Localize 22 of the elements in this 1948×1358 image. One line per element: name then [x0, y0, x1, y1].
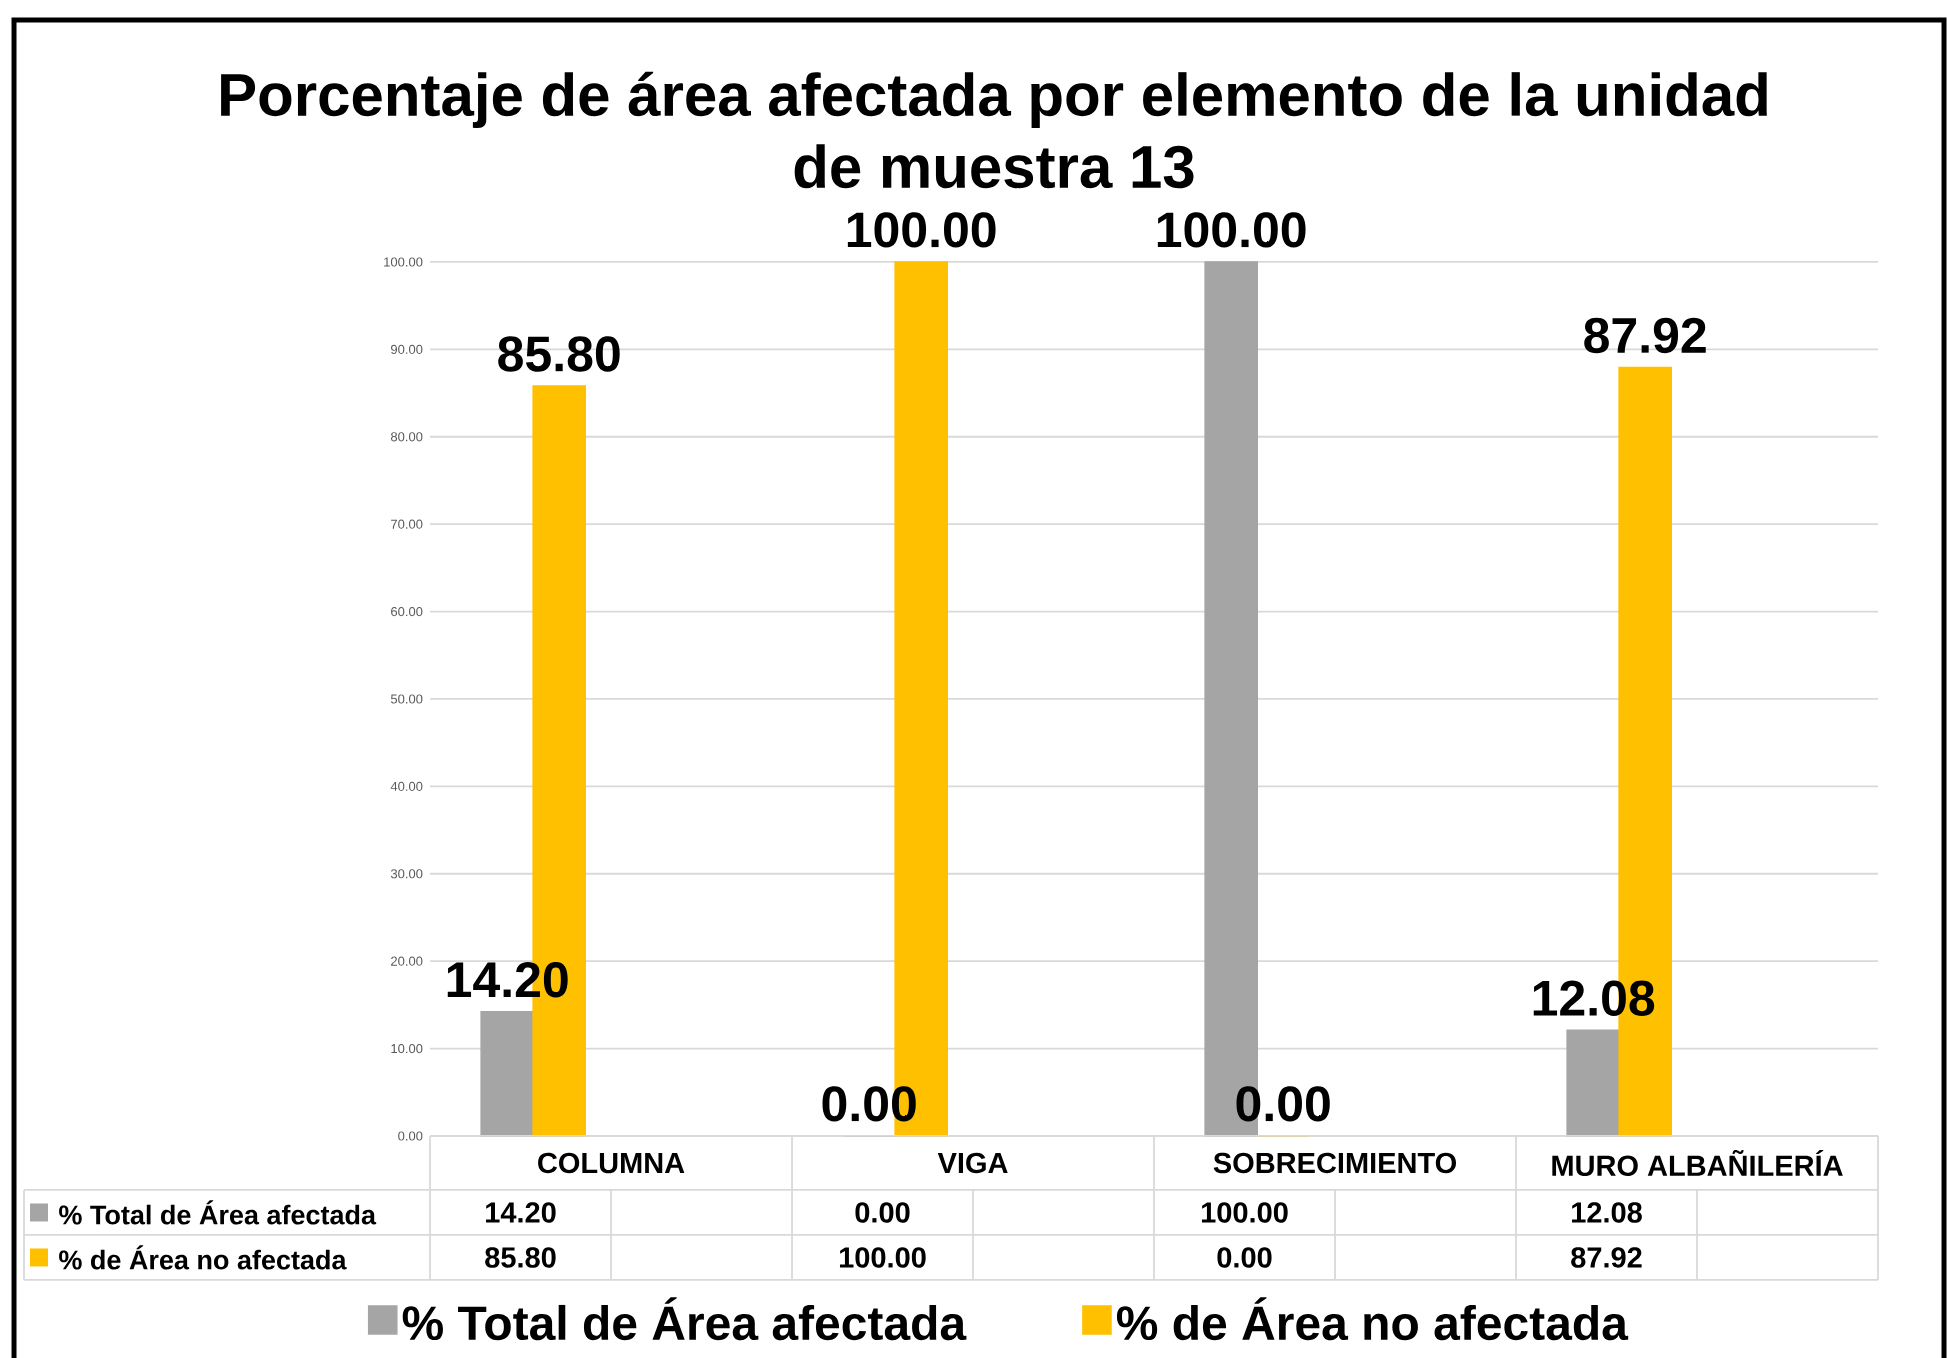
legend-label: % de Área no afectada	[1116, 1297, 1629, 1341]
text: % Total de Área afectada	[402, 1297, 967, 1341]
x-tick-label: SOBRECIMIENTO	[1213, 1152, 1456, 1174]
text: 100.00	[847, 212, 996, 248]
data-label: 85.80	[485, 1247, 556, 1268]
data-label: 14.20	[486, 1202, 556, 1223]
data-label: 0.00	[1217, 1247, 1272, 1268]
data-label: 12.08	[1572, 1202, 1642, 1223]
x-tick-label: COLUMNA	[538, 1152, 685, 1174]
x-tick-label: MURO ALBAÑILERÍA	[1552, 1149, 1843, 1177]
data-label: 100.00	[839, 1247, 926, 1268]
x-tick-label: VIGA	[937, 1152, 1008, 1174]
data-label: 0.00	[855, 1202, 910, 1223]
data-label: 87.92	[1571, 1247, 1642, 1268]
chart-title: Porcentaje de área afectada por elemento de la unidad de muestra 13	[221, 71, 1767, 189]
legend-label: % Total de Área afectada	[59, 1200, 377, 1225]
text: % de Área no afectada	[59, 1245, 347, 1270]
text: 85.80	[498, 336, 620, 372]
text: 100.00	[1157, 212, 1306, 248]
text: 0.00	[1236, 1086, 1330, 1122]
data-label: 100.00	[1201, 1202, 1288, 1223]
text: 87.92	[1584, 317, 1706, 354]
